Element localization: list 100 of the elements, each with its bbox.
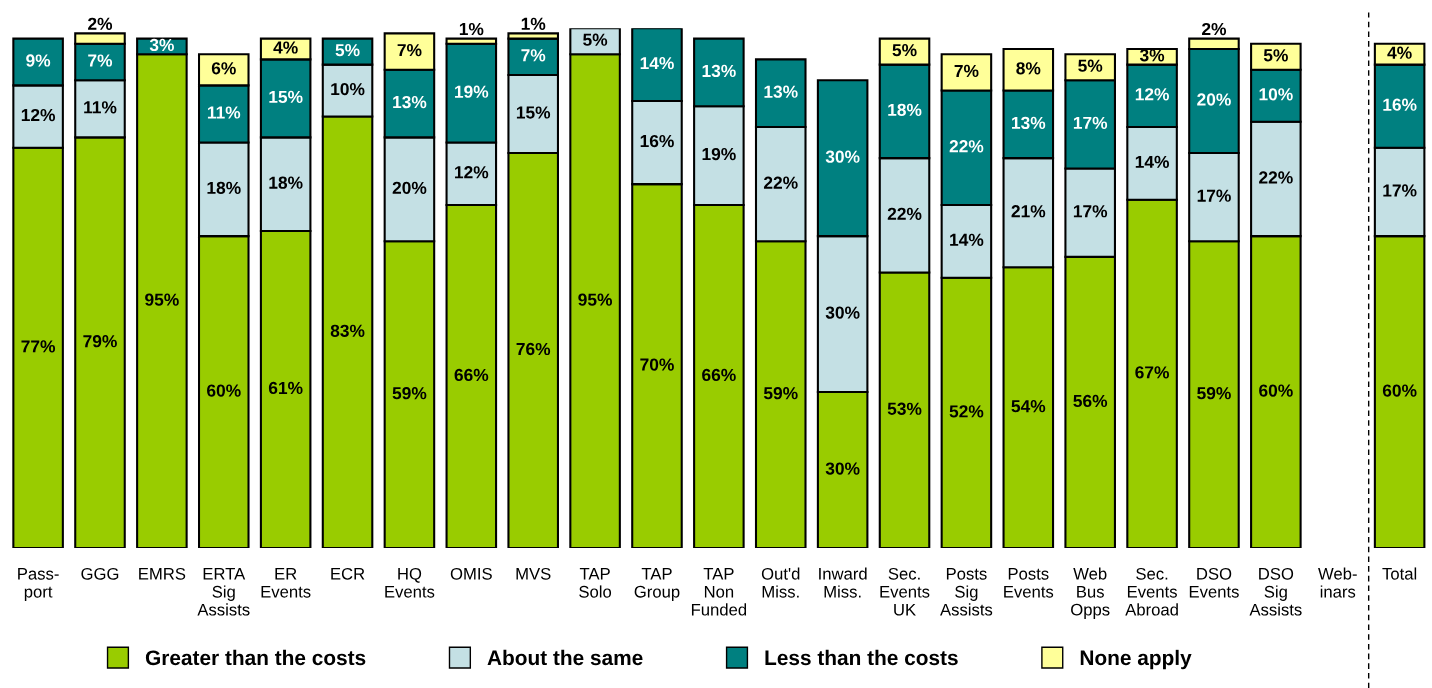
data-label: 1% bbox=[459, 22, 484, 36]
x-tick-label: GGG bbox=[81, 567, 119, 580]
data-label: 10% bbox=[1259, 88, 1293, 101]
data-label: 22% bbox=[949, 140, 984, 153]
x-tick-label: EMRS bbox=[139, 567, 186, 580]
data-label: 59% bbox=[1197, 387, 1231, 400]
x-tick-label: TAP Solo bbox=[579, 568, 612, 598]
data-label: 13% bbox=[764, 85, 798, 98]
x-tick-label: TAP Non Funded bbox=[691, 568, 747, 616]
data-label: 2% bbox=[88, 17, 113, 30]
data-label: 7% bbox=[521, 49, 546, 62]
data-label: 76% bbox=[516, 342, 551, 356]
data-label: 11% bbox=[84, 101, 117, 114]
data-label: 22% bbox=[887, 207, 922, 220]
data-label: 12% bbox=[455, 166, 489, 179]
data-label: 56% bbox=[1073, 394, 1108, 408]
data-label: 67% bbox=[1135, 366, 1169, 379]
x-tick-label: Sec. Events UK bbox=[880, 567, 930, 616]
x-tick-label: DSO Sig Assists bbox=[1249, 567, 1302, 616]
x-tick-label: DSO Events bbox=[1189, 567, 1239, 598]
data-label: 13% bbox=[702, 64, 736, 78]
data-label: 30% bbox=[825, 150, 860, 163]
data-label: 3% bbox=[149, 38, 174, 52]
x-tick-label: HQ Events bbox=[385, 567, 435, 598]
data-label: 12% bbox=[1135, 88, 1169, 101]
data-label: 15% bbox=[269, 90, 303, 104]
data-label: 19% bbox=[455, 85, 489, 98]
data-label: 6% bbox=[211, 62, 236, 75]
x-tick-label: Posts Events bbox=[1004, 568, 1054, 598]
data-label: 13% bbox=[1012, 116, 1046, 130]
data-label: 2% bbox=[1202, 22, 1227, 36]
data-label: 95% bbox=[578, 293, 613, 306]
legend-label: None apply bbox=[1080, 649, 1192, 670]
data-label: 59% bbox=[392, 387, 427, 400]
data-label: 70% bbox=[640, 358, 674, 371]
x-tick-label: OMIS bbox=[450, 567, 492, 580]
data-label: 1% bbox=[521, 17, 546, 30]
data-label: 5% bbox=[335, 44, 360, 57]
x-tick-label: Inward Miss. bbox=[819, 567, 867, 598]
data-label: 4% bbox=[273, 41, 298, 54]
data-label: 22% bbox=[763, 176, 798, 189]
data-label: 14% bbox=[1135, 155, 1169, 168]
data-label: 60% bbox=[207, 384, 241, 397]
data-label: 7% bbox=[954, 64, 979, 78]
data-label: 61% bbox=[268, 381, 303, 395]
data-label: 54% bbox=[1011, 400, 1046, 413]
x-tick-label: Posts Sig Assists bbox=[940, 568, 993, 616]
data-label: 9% bbox=[26, 54, 51, 67]
x-tick-label: Web- inars bbox=[1318, 567, 1357, 598]
data-label: 77% bbox=[21, 340, 56, 353]
data-label: 21% bbox=[1011, 205, 1046, 218]
data-label: 53% bbox=[887, 402, 922, 415]
data-label: 7% bbox=[88, 54, 113, 67]
x-tick-label: MVS bbox=[516, 567, 551, 580]
data-label: 52% bbox=[949, 405, 984, 418]
data-label: 15% bbox=[516, 106, 551, 119]
data-label: 5% bbox=[583, 33, 608, 46]
data-label: 8% bbox=[1016, 62, 1041, 75]
data-label: 14% bbox=[640, 57, 674, 70]
data-label: 20% bbox=[1197, 93, 1231, 106]
legend-label: About the same bbox=[487, 649, 643, 666]
data-label: 13% bbox=[393, 95, 427, 109]
x-tick-label: ER Events bbox=[261, 568, 311, 598]
data-label: 17% bbox=[1197, 189, 1231, 202]
data-label: 60% bbox=[1259, 384, 1293, 397]
data-label: 60% bbox=[1382, 384, 1417, 397]
legend-label: Less than the costs bbox=[765, 649, 958, 666]
x-tick-label: Web Bus Opps bbox=[1071, 567, 1110, 619]
data-label: 16% bbox=[1383, 98, 1417, 111]
data-label: 59% bbox=[763, 387, 798, 400]
data-label: 12% bbox=[21, 108, 56, 122]
data-label: 18% bbox=[888, 103, 922, 117]
data-label: 7% bbox=[397, 44, 422, 57]
data-label: 83% bbox=[330, 324, 365, 337]
x-tick-label: ERTA Sig Assists bbox=[197, 568, 250, 616]
data-label: 22% bbox=[1259, 171, 1293, 184]
data-label: 17% bbox=[1073, 205, 1108, 218]
data-label: 17% bbox=[1383, 184, 1417, 197]
data-label: 4% bbox=[1387, 46, 1412, 59]
x-tick-label: ECR bbox=[331, 567, 365, 580]
data-label: 14% bbox=[950, 233, 984, 246]
data-label: 18% bbox=[207, 181, 241, 194]
data-label: 16% bbox=[640, 134, 674, 148]
data-label: 10% bbox=[331, 82, 365, 96]
data-label: 5% bbox=[892, 44, 917, 57]
data-label: 66% bbox=[702, 368, 736, 382]
data-label: 95% bbox=[145, 293, 179, 306]
x-tick-label: Pass- port bbox=[18, 568, 59, 601]
data-label: 5% bbox=[1078, 59, 1103, 72]
data-label: 5% bbox=[1263, 49, 1288, 62]
x-tick-label: Out'd Miss. bbox=[761, 567, 800, 598]
data-label: 11% bbox=[207, 106, 241, 119]
data-label: 30% bbox=[825, 306, 860, 319]
legend-label: Greater than the costs bbox=[145, 649, 366, 666]
x-tick-label: Total bbox=[1382, 567, 1417, 580]
data-label: 18% bbox=[269, 176, 303, 189]
data-label: 30% bbox=[825, 462, 860, 475]
x-tick-label: TAP Group bbox=[634, 568, 680, 601]
x-tick-label: Sec. Events Abroad bbox=[1125, 567, 1178, 616]
data-label: 79% bbox=[83, 335, 117, 348]
